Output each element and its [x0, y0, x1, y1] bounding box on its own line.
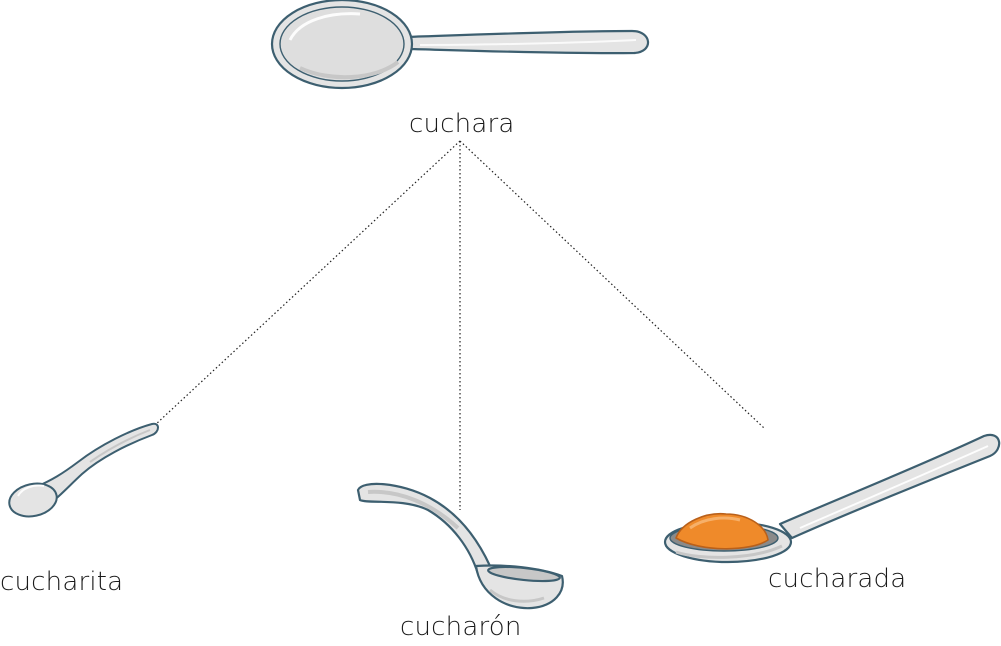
connector-to-cucharada: [459, 140, 765, 429]
root-word-label: cuchara: [409, 109, 515, 139]
spoonful-icon: [663, 433, 1001, 564]
cucharon-label: cucharón: [400, 612, 522, 642]
teaspoon-icon: [8, 422, 159, 518]
connector-to-cucharita: [154, 140, 461, 426]
spoon-icon: [270, 0, 650, 90]
connector-lines: [154, 140, 765, 510]
ladle-icon: [356, 482, 564, 610]
cucharada-label: cucharada: [768, 564, 907, 594]
cucharita-label: cucharita: [0, 567, 124, 597]
